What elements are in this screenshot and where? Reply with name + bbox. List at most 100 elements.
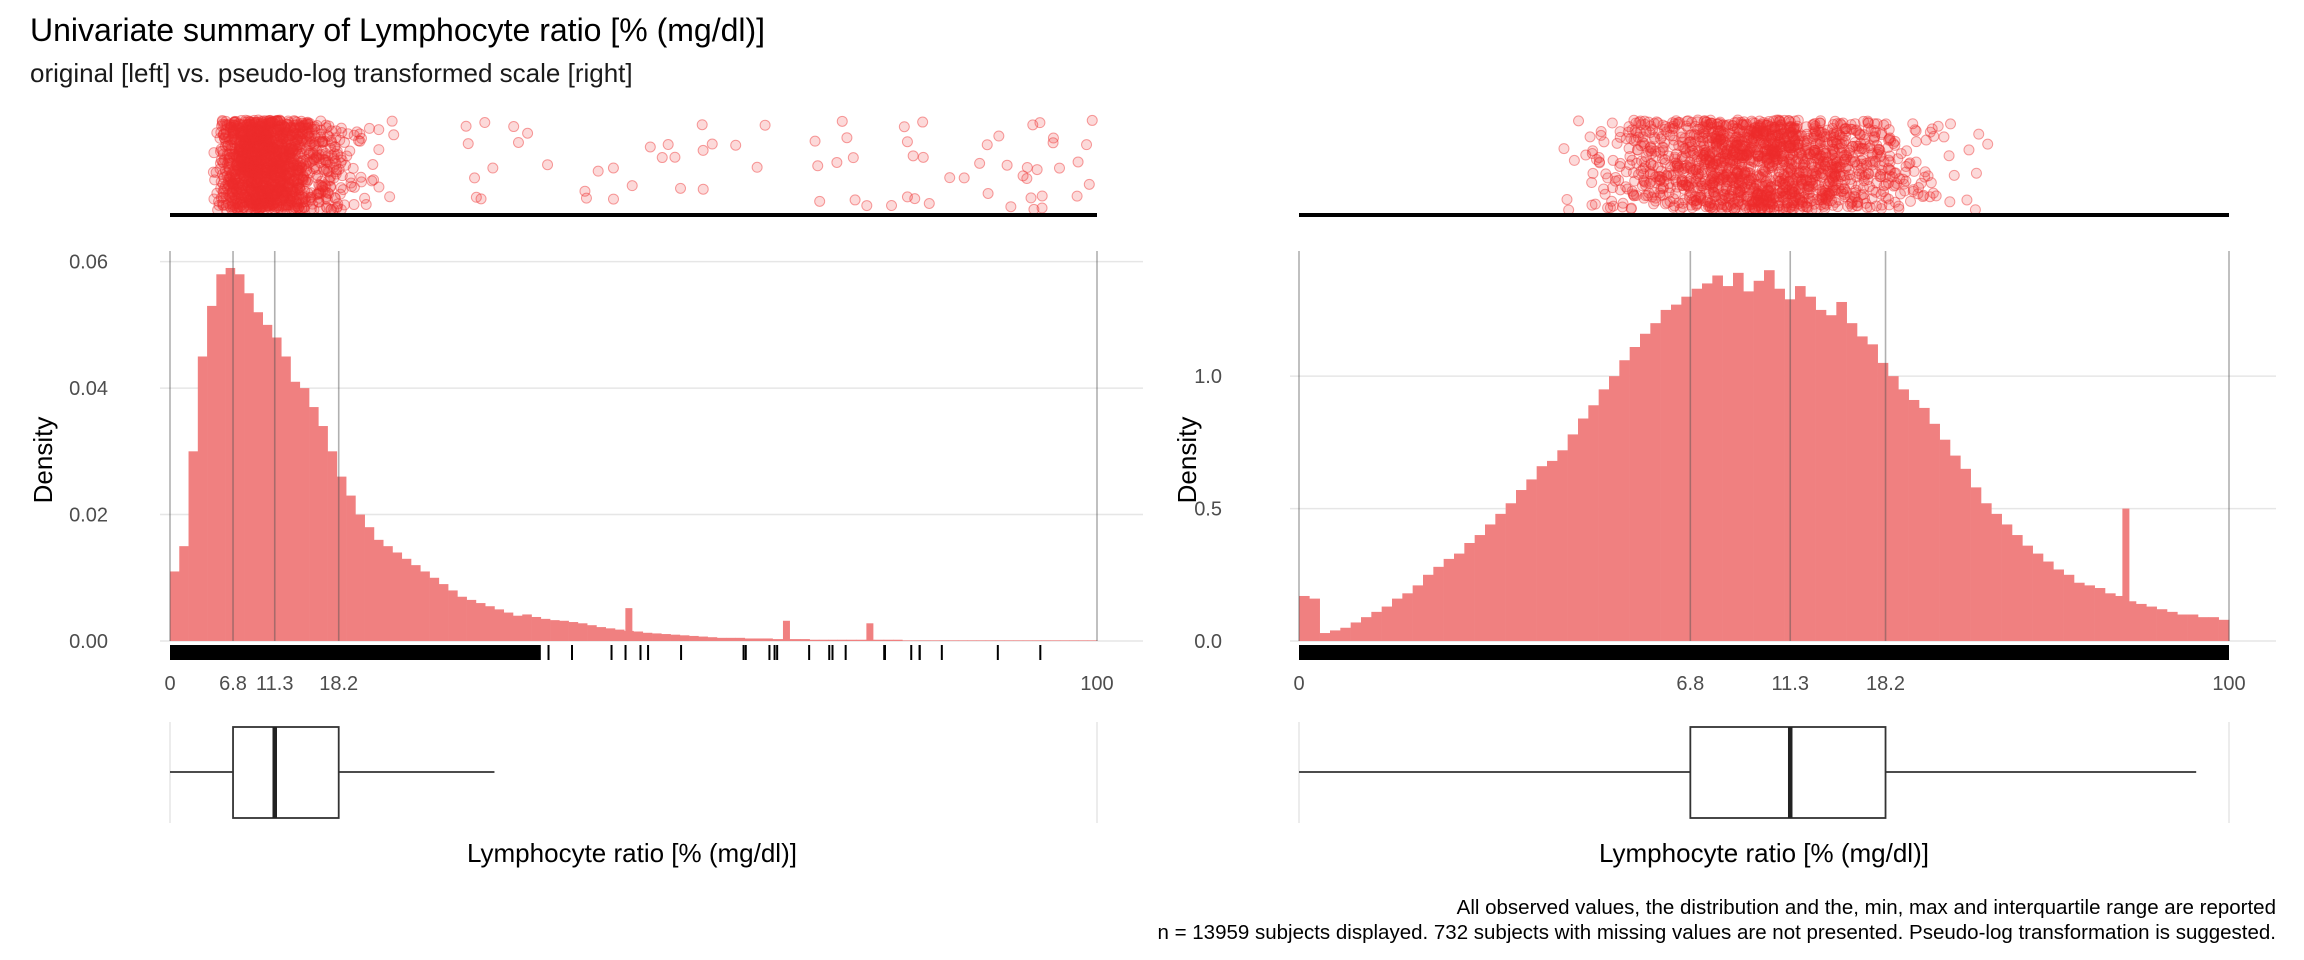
left-jitter-point: [656, 152, 668, 164]
right-bar: [1640, 333, 1651, 641]
left-bar: [614, 629, 625, 641]
right-jitter-point: [1680, 147, 1692, 159]
right-jitter-point: [1982, 138, 1994, 150]
right-jitter-point: [1727, 157, 1739, 169]
right-jitter-point: [1798, 191, 1810, 203]
left-jitter-point: [260, 129, 272, 141]
left-y-axis-label: Density: [28, 417, 58, 504]
right-bar: [1433, 566, 1444, 641]
left-bar: [234, 274, 245, 641]
left-jitter-point: [277, 180, 289, 192]
left-jitter-point: [260, 128, 272, 140]
left-jitter-point: [239, 176, 251, 188]
left-bar: [346, 495, 356, 641]
left-jitter-point: [235, 135, 247, 147]
left-jitter-point: [286, 129, 298, 141]
left-bar: [1041, 640, 1051, 641]
left-bar: [1078, 640, 1089, 641]
left-jitter-point: [248, 156, 260, 168]
left-jitter-point: [289, 115, 301, 127]
left-jitter-point: [289, 169, 301, 181]
left-jitter-point: [847, 152, 859, 164]
right-bar: [1547, 460, 1558, 641]
left-jitter-point: [255, 154, 267, 166]
left-jitter-point: [218, 171, 230, 183]
left-bar: [596, 627, 606, 641]
left-bar: [735, 637, 746, 641]
left-jitter-point: [223, 164, 235, 176]
left-bar: [383, 546, 393, 641]
left-jitter-point: [318, 163, 330, 175]
left-jitter-point: [285, 121, 297, 133]
left-jitter-point: [264, 192, 276, 204]
left-jitter-point: [216, 120, 228, 132]
left-jitter-point: [242, 133, 254, 145]
left-jitter-point: [221, 170, 233, 182]
left-jitter-point: [273, 182, 285, 194]
left-jitter-point: [249, 143, 261, 155]
left-jitter-point: [675, 182, 687, 194]
right-bar: [2074, 582, 2085, 641]
left-box: [232, 726, 340, 819]
right-jitter-point: [1786, 130, 1798, 142]
left-jitter-point: [279, 146, 291, 158]
left-jitter-point: [242, 124, 254, 136]
right-bars: [1299, 270, 2230, 641]
left-bar: [503, 612, 514, 641]
right-jitter-points: [1558, 114, 1994, 216]
left-jitter-point: [373, 181, 385, 193]
right-jitter-point: [1584, 131, 1596, 143]
left-jitter-point: [226, 139, 238, 151]
left-jitter-point: [336, 154, 348, 166]
left-x-tick-label: 11.3: [256, 673, 293, 695]
left-bar: [327, 451, 338, 641]
left-jitter-point: [812, 160, 824, 172]
left-bar: [290, 381, 301, 641]
left-jitter-point: [244, 142, 256, 154]
right-bar: [1981, 503, 1992, 641]
left-jitter-point: [247, 126, 259, 138]
left-jitter-point: [245, 119, 257, 131]
left-jitter-point: [250, 178, 262, 190]
left-jitter-point: [1071, 190, 1083, 202]
left-jitter-point: [211, 187, 223, 199]
right-bar: [1846, 323, 1858, 641]
left-jitter-point: [215, 154, 227, 166]
right-rug: [1299, 645, 2229, 660]
left-jitter-point: [258, 129, 270, 141]
left-jitter-point: [282, 181, 294, 193]
right-bar: [2022, 545, 2033, 641]
left-jitter-point: [522, 127, 534, 139]
left-jitter-point: [901, 136, 913, 148]
left-jitter-point: [251, 146, 263, 158]
left-jitter-point: [235, 136, 247, 148]
left-jitter-point: [626, 180, 638, 192]
left-jitter-point: [269, 148, 281, 160]
right-bar: [1702, 283, 1713, 641]
left-jitter-point: [294, 165, 306, 177]
left-bar: [577, 623, 588, 641]
right-jitter-point: [1561, 193, 1573, 205]
left-jitter-point: [388, 129, 400, 141]
right-bar: [1898, 389, 1909, 641]
left-bar: [262, 324, 273, 641]
left-jitter-point: [917, 116, 929, 128]
left-jitter-point: [209, 174, 221, 186]
left-jitter-point: [281, 192, 293, 204]
left-jitter-point: [273, 202, 285, 214]
left-jitter-point: [329, 192, 341, 204]
right-bar: [1371, 611, 1382, 641]
left-jitter-point: [292, 139, 304, 151]
chart-subtitle: original [left] vs. pseudo-log transform…: [30, 58, 633, 88]
right-bar: [1970, 487, 1982, 641]
left-bar-spike: [625, 608, 633, 641]
right-bar: [1764, 270, 1775, 641]
right-jitter-point: [1600, 168, 1612, 180]
right-bar: [1567, 434, 1579, 641]
right-jitter-point: [1948, 169, 1960, 181]
right-jitter-point: [1774, 115, 1786, 127]
left-bar: [216, 274, 226, 641]
right-jitter-point: [1819, 160, 1831, 172]
right-jitter-point: [1773, 187, 1785, 199]
left-bar: [846, 639, 857, 641]
